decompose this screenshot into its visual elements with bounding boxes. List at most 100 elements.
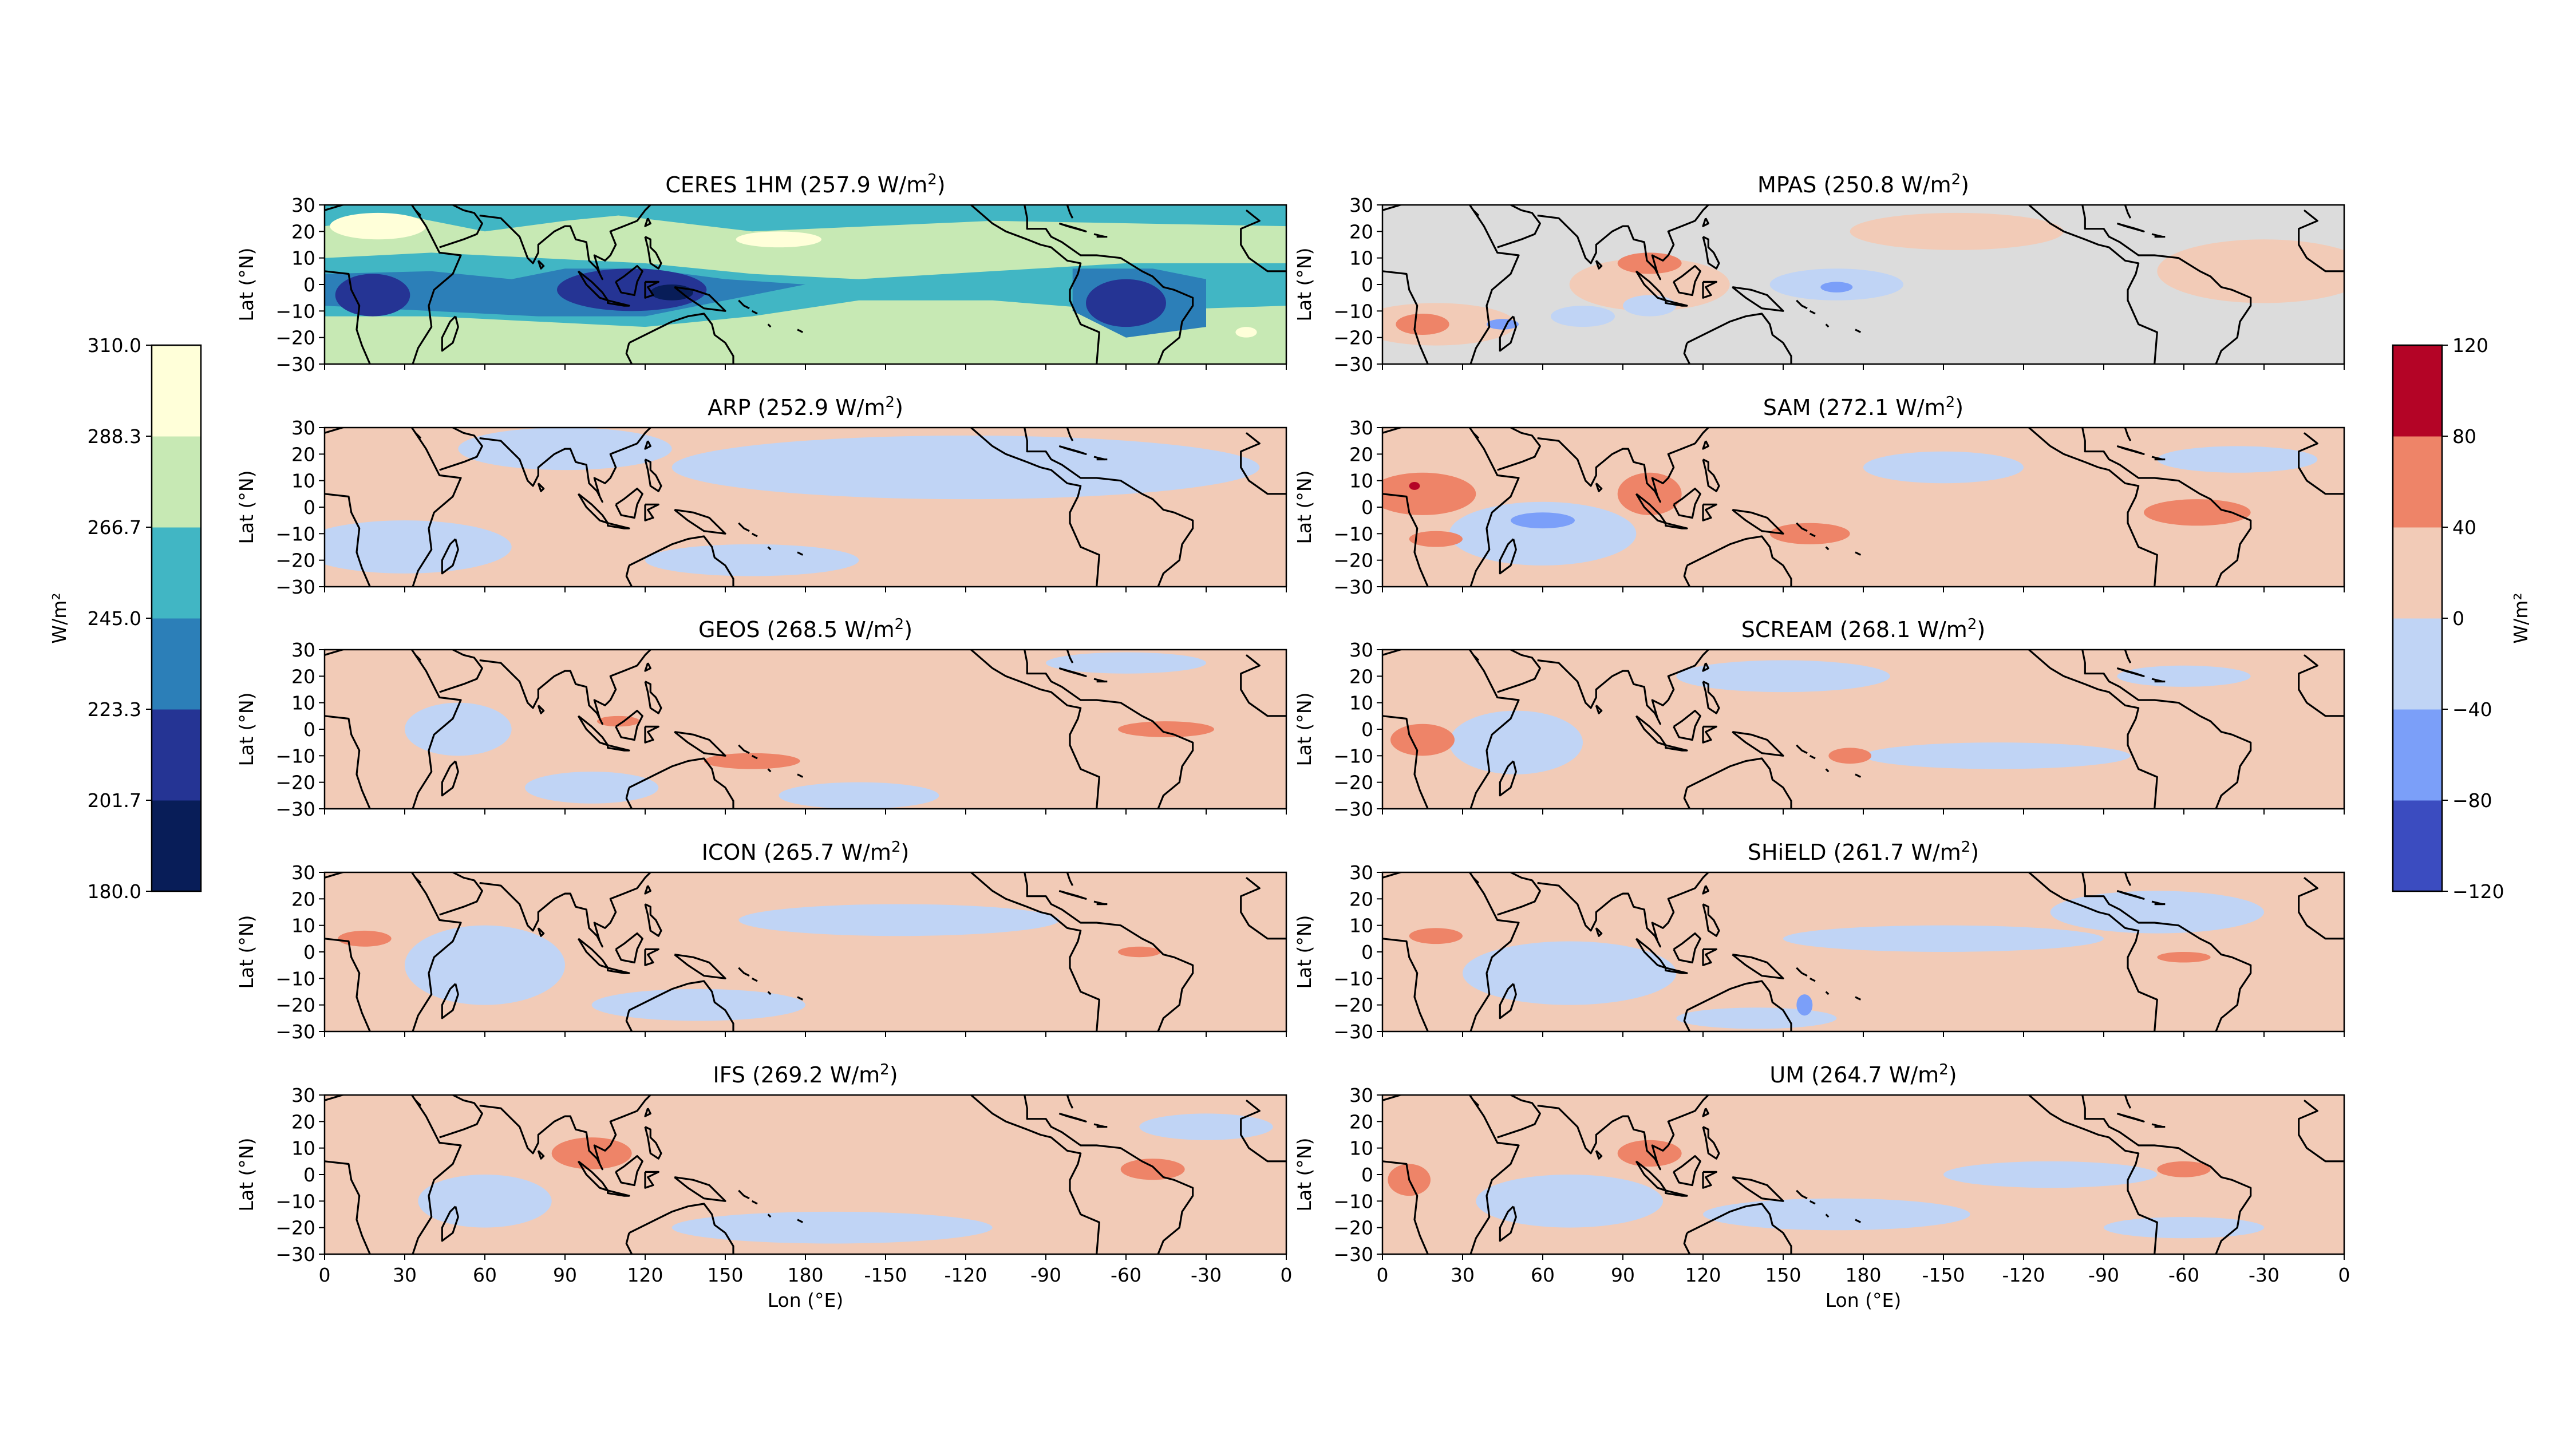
lat-axis-label: Lat (°N) [1293,915,1315,989]
left-colorbar: 180.0 201.7 223.3 245.0 266.7 288.3 310.0 W/m² [48,334,202,903]
coastline [970,650,1100,809]
coastline [625,1010,633,1031]
field-congo-core [335,274,410,317]
coastline [678,1095,680,1096]
coastline [1024,872,1194,1031]
coastline [414,209,422,216]
coastline [1499,760,1517,797]
field-strong-negative-region [1487,319,1519,330]
field-subtropic [736,231,821,248]
coastline [1702,662,1709,672]
colorbar-tick-label: 40 [2452,516,2476,539]
lon-tick-label: 90 [553,1264,577,1286]
panel-title: SAM (272.1 W/m2) [1763,394,1963,420]
lat-tick-label: 0 [1361,941,1373,963]
coastline [674,509,726,535]
coastline [1259,1095,1261,1096]
lat-tick-label: 30 [1349,194,1373,216]
coastline [1595,705,1603,714]
coastline [1686,313,1792,364]
lon-tick-label: -120 [945,1264,987,1286]
coastline [1240,877,1286,940]
lon-tick-label: 60 [473,1264,497,1286]
coastline [441,315,459,352]
lat-tick-label: 0 [303,941,315,963]
coastline [2116,445,2145,455]
colorbar-tick-label: 180.0 [88,880,141,903]
field-negative-region [779,782,939,809]
coastline [2081,428,2252,587]
lat-tick-label: 30 [1349,1084,1373,1106]
coastline [644,885,651,895]
lat-tick-label: 20 [1349,665,1373,687]
coastline [1382,493,1429,587]
coastline [1024,205,1194,364]
lat-tick-label: −30 [275,1021,315,1043]
coastline [1732,286,1784,312]
coastline [2317,428,2319,429]
coastline [751,1200,758,1205]
coastlines [1382,428,2344,587]
coastline [325,205,462,364]
coastline [1537,428,1709,503]
colorbar-tick-label: 310.0 [88,334,141,357]
coastline [1240,654,1286,717]
coastline [1472,432,1480,439]
coastlines [325,872,1286,1031]
coastline [1499,315,1517,352]
coastline [644,440,651,450]
lon-tick-label: 60 [1531,1264,1555,1286]
coastline [2081,205,2252,364]
coastline [751,754,758,760]
field-negative-region [1463,941,1677,1005]
field-strong-positive-region [1118,946,1161,958]
coastline [767,1213,772,1218]
lon-tick-label: 0 [1377,1264,1389,1286]
coastline [1595,927,1603,937]
coastline [674,954,726,979]
coastline [441,1205,459,1242]
lat-tick-label: 0 [303,274,315,296]
coastline [625,565,633,587]
coastline [2298,432,2344,495]
field-negative-region [2050,891,2264,934]
lat-tick-label: −20 [1333,550,1373,572]
coastline [1497,205,1541,248]
coastline [1730,197,1738,205]
coastline [2317,1095,2319,1096]
panel-scream: SCREAM (268.1 W/m2) 30 20 10 0 −10 −20 −30 Lat (… [1293,616,2345,820]
lat-tick-label: −10 [1333,745,1373,767]
lat-tick-label: 20 [291,443,315,465]
coastline [1595,1150,1603,1160]
coastline [738,967,750,977]
coastline [1240,1100,1286,1163]
field-positive-region [2157,239,2344,303]
lat-tick-label: 10 [1349,915,1373,937]
colorbar-segment [2393,436,2442,528]
colorbar-tick-label: 223.3 [88,698,141,721]
coastline [1673,710,1701,741]
coastline [1796,299,1808,310]
lon-tick-label: -30 [1191,1264,1222,1286]
coastline [1499,538,1517,575]
coastline [674,1176,726,1202]
field-negative-region [2157,446,2318,473]
coastline [2081,650,2252,809]
coastline [1855,329,1862,333]
coastline [1537,650,1709,725]
lat-tick-label: 30 [291,194,315,216]
lat-tick-label: 20 [291,665,315,687]
field-negative-region [1046,652,1206,674]
lat-tick-label: −10 [275,523,315,545]
coastline [1024,1095,1194,1254]
lon-tick-label: 0 [319,1264,331,1286]
coastline [439,650,483,693]
coastline [1665,744,1688,752]
lat-tick-label: −20 [1333,327,1373,349]
coastline [1665,1189,1688,1197]
coastline [1066,1095,1074,1109]
coastline [644,1126,662,1160]
coastline [1382,270,1429,364]
field-strong-negative-region [1511,512,1575,529]
field-negative-region [325,520,512,574]
